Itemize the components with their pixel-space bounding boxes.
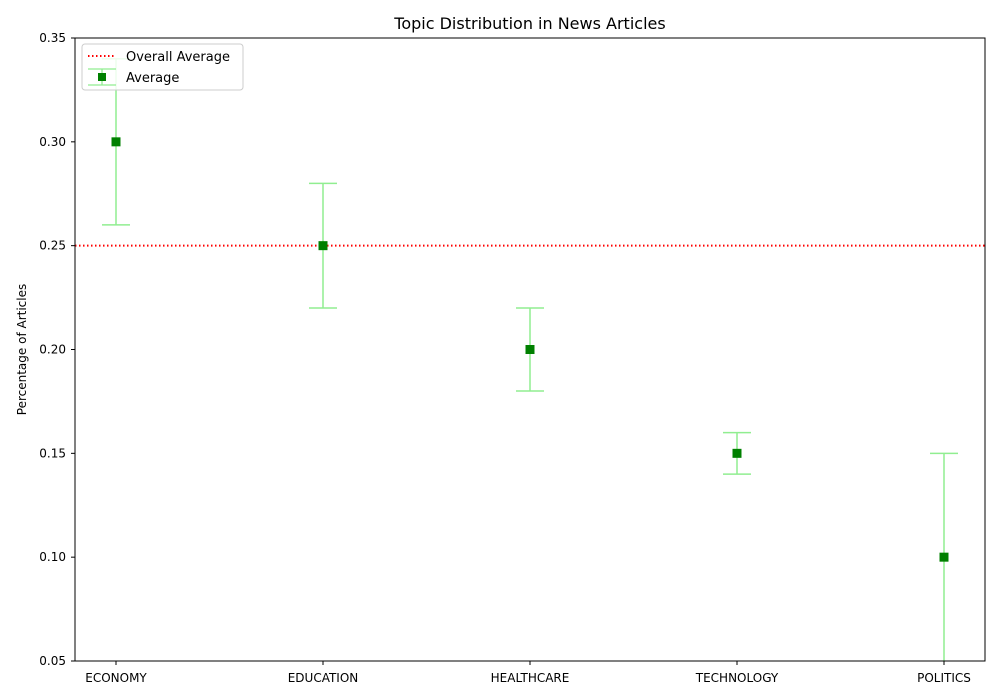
y-axis: 0.05 0.10 0.15 0.20 0.25 0.30 0.35 xyxy=(39,31,75,668)
y-tick-label: 0.10 xyxy=(39,550,66,564)
legend-average-label: Average xyxy=(126,71,179,86)
y-tick-label: 0.20 xyxy=(39,343,66,357)
x-tick-label: ECONOMY xyxy=(85,671,147,685)
legend-box xyxy=(81,43,244,91)
y-tick-label: 0.15 xyxy=(39,446,66,460)
errorbar-politics xyxy=(930,452,958,661)
x-tick-label: HEALTHCARE xyxy=(491,671,570,685)
x-tick-label: EDUCATION xyxy=(288,671,359,685)
legend-overall-average-label: Overall Average xyxy=(126,50,230,65)
x-tick-label: POLITICS xyxy=(917,671,971,685)
legend-average-marker xyxy=(98,73,106,81)
plot-area xyxy=(74,37,986,662)
chart-title: Topic Distribution in News Articles xyxy=(393,14,665,33)
data-point-politics xyxy=(939,552,949,562)
y-tick-label: 0.25 xyxy=(39,239,66,253)
legend-average-swatch xyxy=(88,68,116,86)
data-point-healthcare xyxy=(525,345,535,354)
data-points xyxy=(111,137,949,562)
y-tick-label: 0.30 xyxy=(39,135,66,149)
data-point-technology xyxy=(732,448,742,458)
data-point-economy xyxy=(111,137,121,147)
x-tick-label: TECHNOLOGY xyxy=(695,671,779,685)
legend: Overall Average Average xyxy=(81,43,244,91)
y-tick-label: 0.05 xyxy=(39,654,66,668)
data-point-education xyxy=(318,241,328,251)
y-axis-title: Percentage of Articles xyxy=(15,284,29,415)
x-axis: ECONOMY EDUCATION HEALTHCARE TECHNOLOGY POLI… xyxy=(85,661,971,685)
y-tick-label: 0.35 xyxy=(39,31,66,45)
